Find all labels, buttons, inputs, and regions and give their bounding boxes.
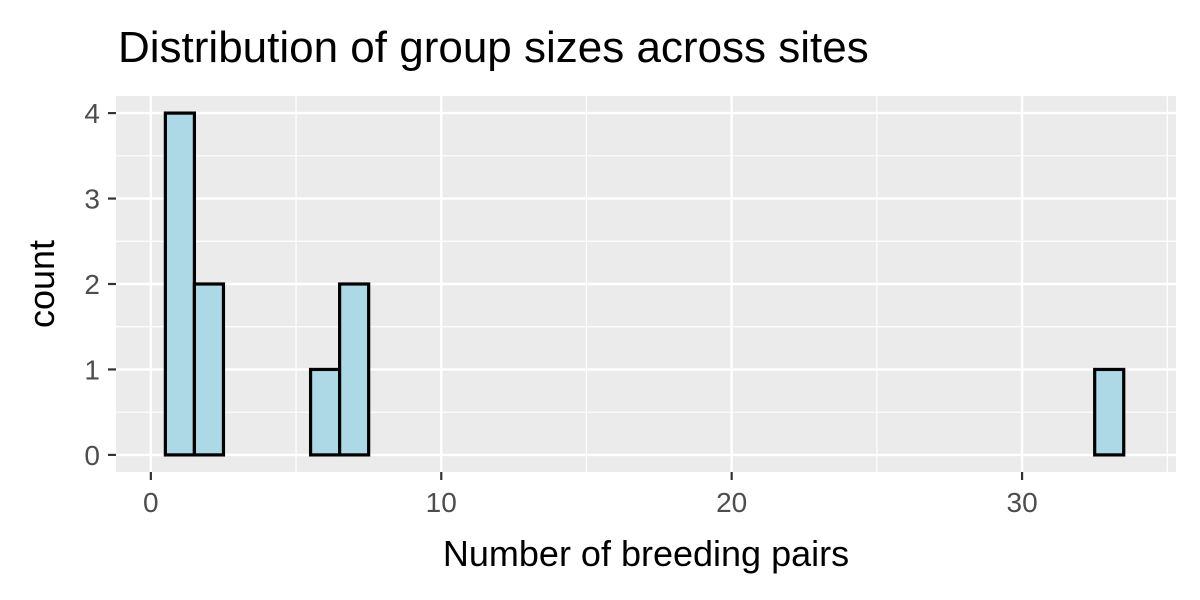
y-tick-label-2: 2 (84, 269, 100, 300)
y-tick-label-4: 4 (84, 98, 100, 129)
x-axis-ticks: 0 10 20 30 (143, 472, 1038, 518)
histogram-bar-1 (192, 282, 226, 457)
y-axis-ticks: 0 1 2 3 4 (84, 98, 116, 471)
major-grid (116, 96, 1176, 472)
x-tick-label-2: 20 (716, 487, 747, 518)
y-tick-label-0: 0 (84, 440, 100, 471)
histogram-bars (163, 111, 1126, 457)
chart-title: Distribution of group sizes across sites (118, 23, 869, 72)
x-tick-label-3: 30 (1007, 487, 1038, 518)
histogram-bar-32 (1093, 367, 1126, 457)
x-axis-title: Number of breeding pairs (443, 533, 849, 574)
y-tick-label-3: 3 (84, 184, 100, 215)
histogram-bar-0 (163, 111, 197, 457)
x-tick-label-0: 0 (143, 487, 159, 518)
y-tick-label-1: 1 (84, 354, 100, 385)
x-tick-label-1: 10 (426, 487, 457, 518)
y-axis-title: count (21, 240, 62, 328)
histogram-bar-5 (308, 367, 342, 457)
histogram-bar-6 (338, 282, 371, 457)
